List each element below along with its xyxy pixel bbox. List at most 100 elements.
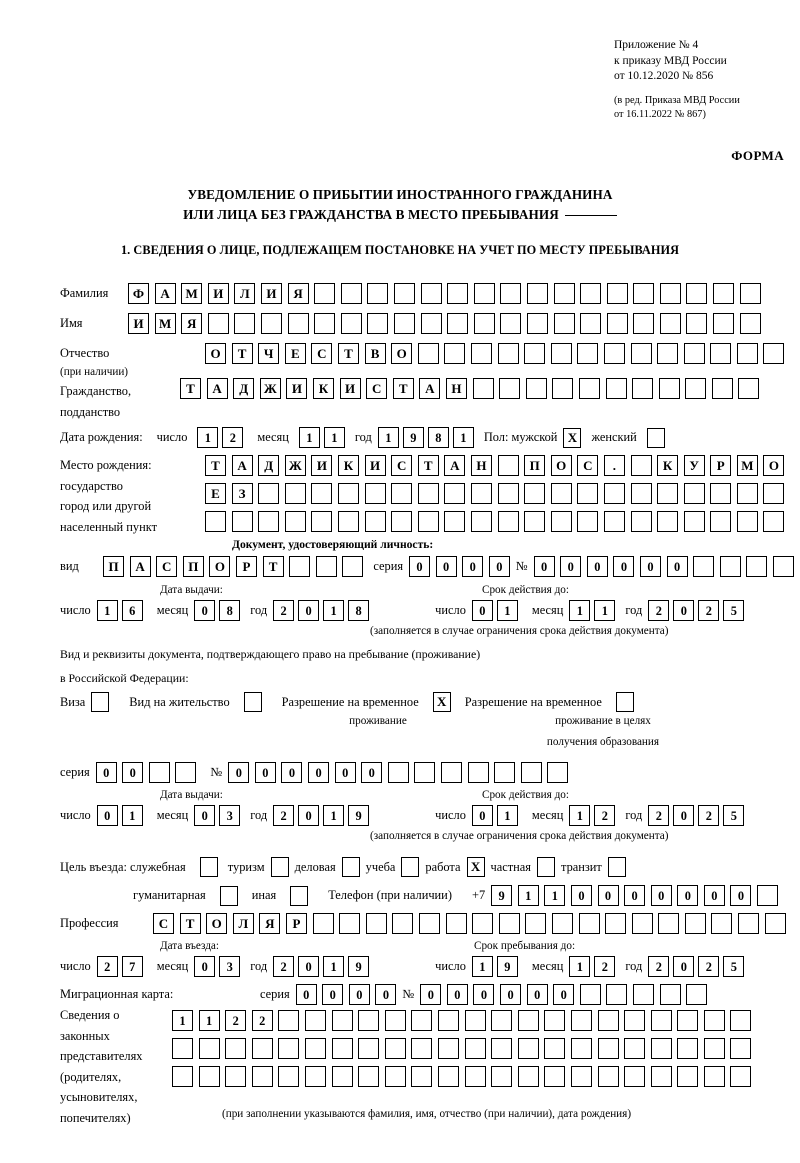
char-cell[interactable] bbox=[464, 1066, 486, 1087]
char-cell[interactable]: С bbox=[153, 913, 174, 934]
char-cell[interactable] bbox=[763, 483, 785, 504]
char-cell[interactable] bbox=[234, 313, 256, 334]
char-cell[interactable]: О bbox=[209, 556, 231, 577]
char-cell[interactable]: Е bbox=[205, 483, 226, 504]
char-cell[interactable]: 1 bbox=[121, 805, 143, 826]
purpose-other-checkbox[interactable] bbox=[290, 885, 309, 906]
char-cell[interactable] bbox=[524, 483, 546, 504]
char-cell[interactable]: 0 bbox=[446, 984, 468, 1005]
char-cell[interactable] bbox=[757, 885, 779, 906]
char-cell[interactable] bbox=[447, 313, 469, 334]
char-cell[interactable]: 2 bbox=[273, 600, 295, 621]
char-cell[interactable]: А bbox=[231, 455, 253, 476]
char-cell[interactable] bbox=[331, 1010, 353, 1031]
char-cell[interactable]: 2 bbox=[273, 805, 295, 826]
char-cell[interactable]: Я bbox=[181, 313, 203, 334]
char-cell[interactable] bbox=[418, 913, 440, 934]
char-cell[interactable] bbox=[287, 313, 309, 334]
char-cell[interactable]: 0 bbox=[640, 556, 662, 577]
char-cell[interactable] bbox=[358, 1038, 380, 1059]
char-cell[interactable]: 0 bbox=[435, 556, 457, 577]
char-cell[interactable] bbox=[441, 762, 463, 783]
char-cell[interactable] bbox=[659, 313, 681, 334]
char-cell[interactable] bbox=[526, 313, 548, 334]
char-cell[interactable] bbox=[710, 511, 732, 532]
char-cell[interactable]: 1 bbox=[323, 956, 345, 977]
purpose-work-checkbox[interactable]: X bbox=[466, 857, 485, 877]
char-cell[interactable] bbox=[420, 313, 442, 334]
char-cell[interactable]: 0 bbox=[348, 984, 370, 1005]
char-cell[interactable]: 0 bbox=[298, 600, 320, 621]
char-cell[interactable]: 0 bbox=[298, 805, 320, 826]
char-cell[interactable] bbox=[525, 913, 547, 934]
char-cell[interactable] bbox=[473, 313, 495, 334]
char-cell[interactable]: 0 bbox=[281, 762, 303, 783]
char-cell[interactable] bbox=[311, 483, 333, 504]
char-cell[interactable] bbox=[207, 313, 229, 334]
char-cell[interactable]: М bbox=[181, 283, 203, 304]
char-cell[interactable] bbox=[520, 762, 542, 783]
char-cell[interactable]: 1 bbox=[544, 885, 566, 906]
char-cell[interactable]: 0 bbox=[500, 984, 522, 1005]
char-cell[interactable] bbox=[205, 511, 226, 532]
char-cell[interactable] bbox=[579, 984, 601, 1005]
char-cell[interactable] bbox=[578, 913, 600, 934]
char-cell[interactable] bbox=[772, 556, 794, 577]
char-cell[interactable]: 0 bbox=[194, 600, 216, 621]
char-cell[interactable]: 1 bbox=[496, 600, 518, 621]
char-cell[interactable] bbox=[544, 1066, 566, 1087]
char-cell[interactable] bbox=[552, 378, 574, 399]
char-cell[interactable] bbox=[491, 1010, 513, 1031]
char-cell[interactable]: Т bbox=[262, 556, 284, 577]
char-cell[interactable] bbox=[597, 1010, 619, 1031]
char-cell[interactable] bbox=[658, 913, 680, 934]
char-cell[interactable]: Т bbox=[337, 343, 359, 364]
char-cell[interactable]: О bbox=[763, 455, 785, 476]
char-cell[interactable] bbox=[524, 343, 546, 364]
char-cell[interactable]: 9 bbox=[348, 956, 370, 977]
char-cell[interactable] bbox=[337, 483, 359, 504]
char-cell[interactable] bbox=[497, 455, 519, 476]
char-cell[interactable]: 0 bbox=[298, 956, 320, 977]
char-cell[interactable]: О bbox=[205, 343, 226, 364]
char-cell[interactable]: 1 bbox=[594, 600, 616, 621]
char-cell[interactable] bbox=[624, 1066, 646, 1087]
char-cell[interactable]: 2 bbox=[273, 956, 295, 977]
char-cell[interactable]: 1 bbox=[323, 805, 345, 826]
char-cell[interactable] bbox=[703, 1066, 725, 1087]
char-cell[interactable]: А bbox=[206, 378, 228, 399]
char-cell[interactable] bbox=[499, 378, 521, 399]
char-cell[interactable]: 0 bbox=[624, 885, 646, 906]
char-cell[interactable] bbox=[713, 313, 735, 334]
char-cell[interactable]: Р bbox=[235, 556, 257, 577]
char-cell[interactable]: 2 bbox=[698, 600, 720, 621]
char-cell[interactable] bbox=[258, 511, 280, 532]
char-cell[interactable] bbox=[420, 283, 442, 304]
legal-rep-input-2[interactable] bbox=[172, 1038, 752, 1059]
char-cell[interactable] bbox=[606, 313, 628, 334]
char-cell[interactable] bbox=[684, 913, 706, 934]
char-cell[interactable] bbox=[693, 556, 715, 577]
char-cell[interactable]: А bbox=[129, 556, 151, 577]
char-cell[interactable]: Т bbox=[392, 378, 414, 399]
char-cell[interactable]: И bbox=[311, 455, 333, 476]
char-cell[interactable]: 1 bbox=[96, 600, 118, 621]
char-cell[interactable]: 0 bbox=[526, 984, 548, 1005]
char-cell[interactable] bbox=[657, 343, 679, 364]
char-cell[interactable]: П bbox=[103, 556, 124, 577]
purpose-business-checkbox[interactable] bbox=[341, 857, 360, 877]
char-cell[interactable] bbox=[384, 1010, 406, 1031]
